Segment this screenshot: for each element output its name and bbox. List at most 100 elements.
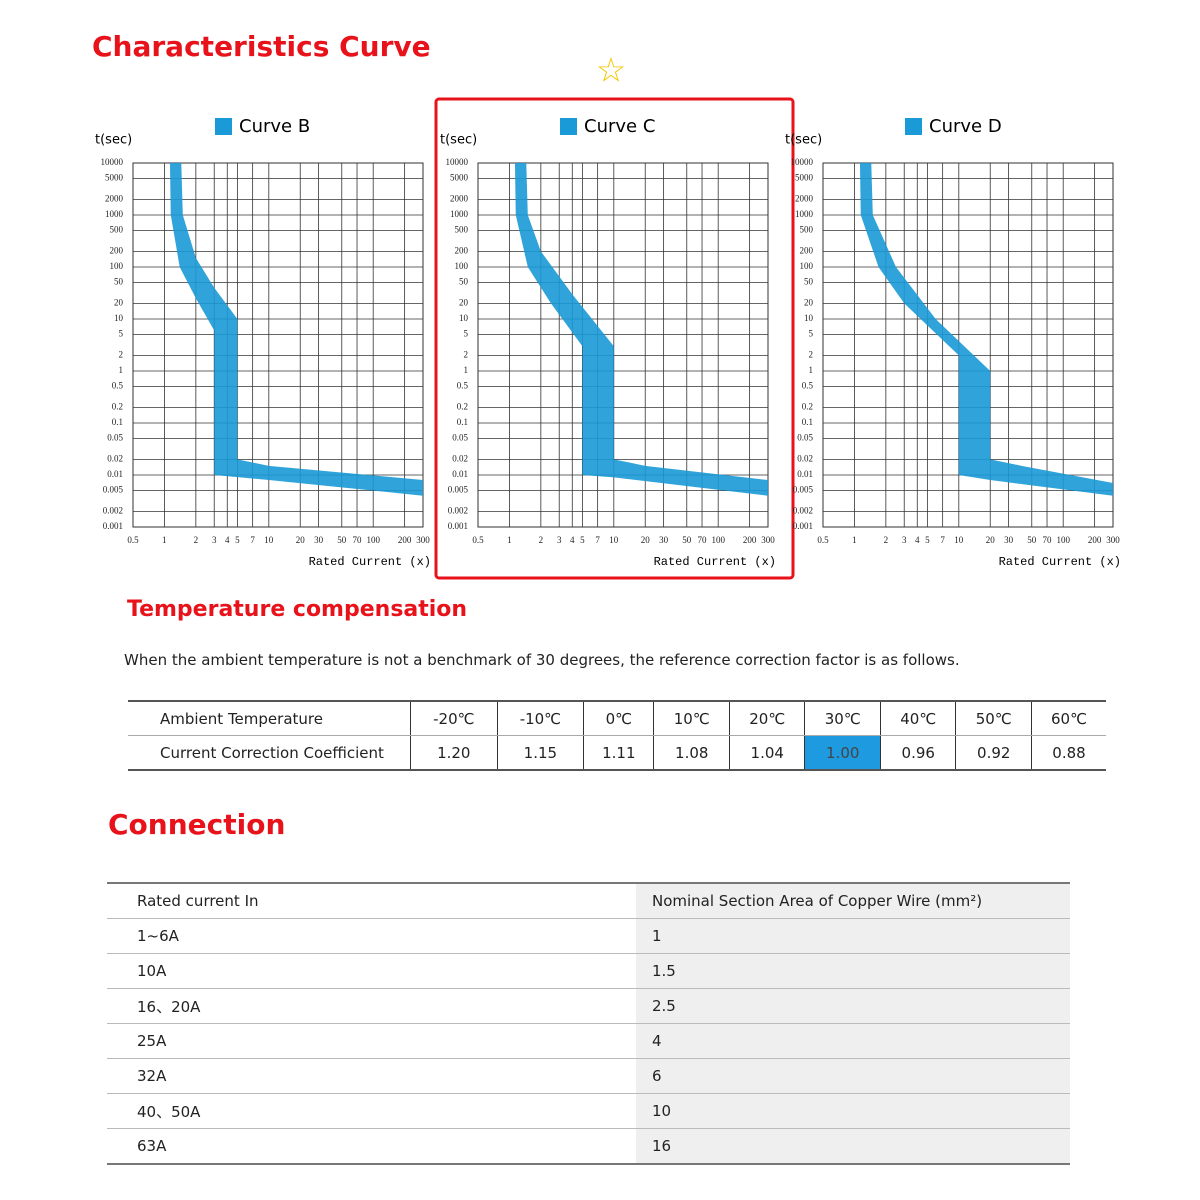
x-tick-label: 100 [366,535,380,545]
table-row: 25A 4 [107,1023,1070,1059]
cell: 1.00 [804,735,881,770]
x-tick-label: 0.5 [127,535,139,545]
x-tick-label: 200 [1088,535,1102,545]
y-tick-label: 100 [455,261,469,271]
table-row: 16、20A 2.5 [107,988,1070,1024]
y-tick-label: 50 [804,277,814,287]
y-axis-label: t(sec) [95,133,132,148]
x-tick-label: 7 [595,535,600,545]
table-row: 63A 16 [107,1128,1070,1165]
y-tick-label: 0.1 [457,417,468,427]
cell: 30℃ [804,701,881,736]
y-tick-label: 10 [804,313,814,323]
curve-charts: ☆ 0.5 1 2 3 4 5 7 10 20 30 50 70 100 200 3001000050002… [95,51,1121,580]
y-tick-label: 20 [804,297,814,307]
cell: -20℃ [410,701,498,736]
cell: 40℃ [879,701,956,736]
y-tick-label: 0.001 [103,521,123,531]
y-tick-label: 2 [809,349,814,359]
y-tick-label: 0.01 [452,469,468,479]
x-tick-label: 7 [250,535,255,545]
y-tick-label: 2000 [105,193,124,203]
x-tick-label: 50 [1027,535,1037,545]
table-row: 32A 6 [107,1058,1070,1094]
y-tick-label: 0.05 [107,433,123,443]
y-tick-label: 0.5 [112,381,124,391]
y-tick-label: 2000 [795,193,814,203]
y-tick-label: 0.5 [802,381,814,391]
y-axis-label: t(sec) [785,133,822,148]
y-tick-label: 2 [119,349,124,359]
x-axis-label: Rated Current (x) [309,555,431,569]
cell: 40、50A [107,1093,636,1129]
y-tick-label: 0.2 [802,401,813,411]
y-tick-label: 10 [114,313,124,323]
y-tick-label: 0.002 [448,505,468,515]
y-tick-label: 0.001 [448,521,468,531]
cell: 6 [636,1058,1070,1094]
legend-swatch [905,118,922,135]
cell: 10A [107,953,636,989]
y-tick-label: 200 [455,245,469,255]
y-tick-label: 20 [459,297,469,307]
x-tick-label: 10 [264,535,274,545]
x-tick-label: 2 [884,535,889,545]
connection-table: Rated current In Nominal Section Area of … [107,882,1070,1165]
y-tick-label: 0.1 [802,417,813,427]
cell: 20℃ [728,701,805,736]
cell: 1.11 [583,735,654,770]
x-tick-label: 3 [557,535,562,545]
x-tick-label: 30 [659,535,669,545]
x-tick-label: 10 [954,535,964,545]
x-tick-label: 1 [507,535,512,545]
x-tick-label: 1 [162,535,167,545]
y-tick-label: 5 [119,329,124,339]
table-row: 10A 1.5 [107,953,1070,989]
cell: 0.88 [1030,735,1106,770]
cell: 0℃ [583,701,654,736]
table-row: 40、50A 10 [107,1093,1070,1129]
temperature-table: Ambient Temperature -20℃ -10℃ 0℃ 10℃ 20℃… [128,700,1106,771]
x-tick-label: 50 [682,535,692,545]
x-tick-label: 300 [761,535,775,545]
x-tick-label: 300 [1106,535,1120,545]
trip-band [169,163,423,496]
y-tick-label: 0.005 [793,485,814,495]
x-tick-label: 10 [609,535,619,545]
y-tick-label: 0.5 [457,381,469,391]
cell: 2.5 [636,988,1070,1024]
x-tick-label: 0.5 [817,535,829,545]
x-tick-label: 5 [925,535,930,545]
highlight-box [434,97,795,580]
cell: 16 [636,1128,1070,1165]
x-tick-label: 70 [353,535,363,545]
x-axis-label: Rated Current (x) [999,555,1121,569]
cell: 1.04 [728,735,805,770]
y-tick-label: 1 [464,365,469,375]
cell: 4 [636,1023,1070,1059]
trip-band [859,163,1113,496]
cell: 50℃ [955,701,1032,736]
note: When the ambient temperature is not a be… [124,651,960,669]
x-tick-label: 100 [711,535,725,545]
x-tick-label: 100 [1056,535,1070,545]
y-tick-label: 5 [464,329,469,339]
cell: 1.08 [653,735,730,770]
y-tick-label: 1 [809,365,814,375]
x-axis-label: Rated Current (x) [654,555,776,569]
x-tick-label: 20 [641,535,651,545]
x-tick-label: 3 [902,535,907,545]
cell: 1.20 [410,735,498,770]
y-tick-label: 1 [119,365,124,375]
y-tick-label: 0.001 [793,521,813,531]
y-tick-label: 0.01 [107,469,123,479]
y-tick-label: 10000 [101,157,124,167]
y-tick-label: 5000 [105,173,124,183]
cell: 1.15 [496,735,584,770]
y-tick-label: 0.05 [797,433,813,443]
x-tick-label: 4 [570,535,575,545]
y-tick-label: 200 [800,245,814,255]
y-tick-label: 0.2 [112,401,123,411]
legend-label: Curve C [584,116,655,137]
table-row: Ambient Temperature -20℃ -10℃ 0℃ 10℃ 20℃… [128,701,1106,736]
